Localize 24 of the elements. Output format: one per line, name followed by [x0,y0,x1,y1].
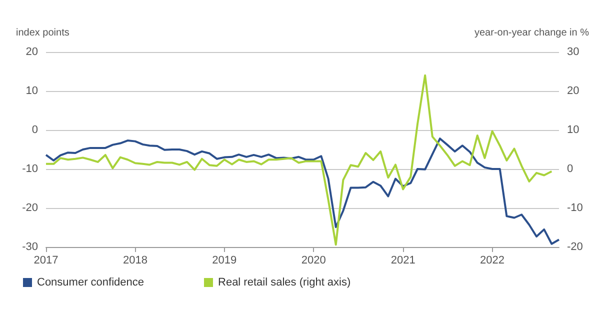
y-tick-label: 10 [26,85,38,97]
legend-label: Real retail sales (right axis) [218,276,351,288]
y-tick-label: -10 [22,163,38,175]
y-tick-label: 20 [26,46,38,58]
y-tick-label: -20 [22,202,38,214]
line-series [45,138,560,245]
y2-tick-label: 10 [567,124,580,136]
line-series [45,74,553,246]
x-tick-label: 2017 [34,254,58,266]
y2-tick-label: 20 [567,85,580,97]
y2-tick-label: 0 [567,163,574,175]
x-tick-label: 2022 [480,254,505,266]
x-tick-label: 2020 [301,254,326,266]
x-tick-label: 2019 [212,254,237,266]
y2-tick-label: 30 [567,46,580,58]
y2-axis-title: year-on-year change in % [474,28,590,38]
x-tick-label: 2018 [122,254,148,266]
y-tick-label: -30 [22,241,38,253]
y2-tick-label: -20 [567,241,583,253]
y-tick-label: 0 [32,124,38,136]
y2-tick-label: -10 [567,202,583,214]
y-axis-title: index points [16,28,70,38]
legend-label: Consumer confidence [37,276,144,288]
x-tick-label: 2021 [390,254,416,266]
